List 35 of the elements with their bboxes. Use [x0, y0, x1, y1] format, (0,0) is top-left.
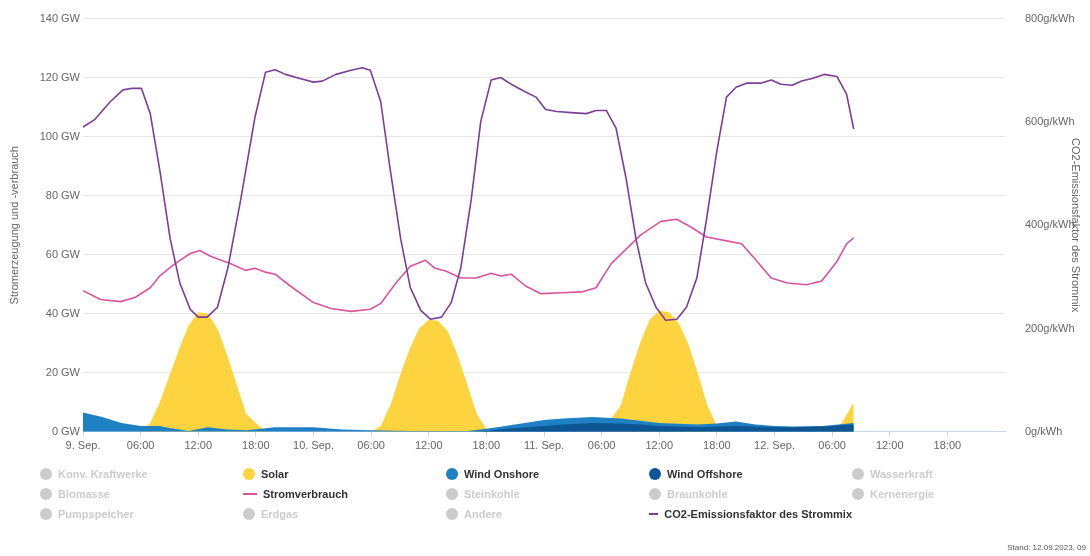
x-tick-label: 12. Sep.	[754, 439, 795, 452]
legend-label: Wind Onshore	[464, 468, 540, 480]
y-tick-label: 20 GW	[45, 365, 81, 378]
legend-label: CO2-Emissionsfaktor des Strommix	[664, 508, 852, 520]
y-tick-label: 80 GW	[45, 188, 81, 201]
x-tick-label: 06:00	[818, 439, 846, 452]
x-tick-label: 9. Sep.	[65, 439, 101, 452]
legend-label: Solar	[261, 468, 289, 480]
y-tick-label: 60 GW	[45, 247, 81, 260]
y2-tick-label: 0g/kWh	[1025, 424, 1063, 437]
legend-label: Stromverbrauch	[263, 488, 348, 500]
x-tick-label: 18:00	[472, 439, 501, 452]
x-tick-label: 18:00	[933, 439, 962, 452]
x-tick-label: 06:00	[126, 439, 155, 452]
x-tick-label: 18:00	[703, 439, 731, 452]
x-tick-label: 12:00	[645, 439, 674, 452]
y-tick-label: 40 GW	[45, 306, 81, 319]
x-tick-label: 11. Sep.	[523, 439, 565, 452]
x-tick-label: 06:00	[587, 439, 616, 452]
legend-label: Wind Offshore	[667, 468, 743, 480]
x-tick-label: 12:00	[414, 439, 443, 452]
y-axis-title: Stromerzeugung und -verbrauch	[7, 146, 20, 305]
y-tick-label: 120 GW	[39, 70, 81, 83]
x-tick-label: 12:00	[875, 439, 904, 452]
x-tick-label: 10. Sep.	[293, 439, 334, 452]
y2-tick-label: 600g/kWh	[1025, 114, 1075, 127]
x-tick-label: 06:00	[357, 439, 385, 452]
y-tick-label: 100 GW	[39, 129, 81, 142]
y2-tick-label: 200g/kWh	[1025, 321, 1075, 334]
y-tick-label: 0 GW	[51, 424, 81, 437]
y-tick-label: 140 GW	[39, 11, 81, 24]
y2-tick-label: 800g/kWh	[1025, 11, 1075, 24]
x-tick-label: 18:00	[242, 439, 270, 452]
x-tick-label: 12:00	[184, 439, 213, 452]
text: Stand: 12.09.2023, 09	[1007, 543, 1086, 552]
